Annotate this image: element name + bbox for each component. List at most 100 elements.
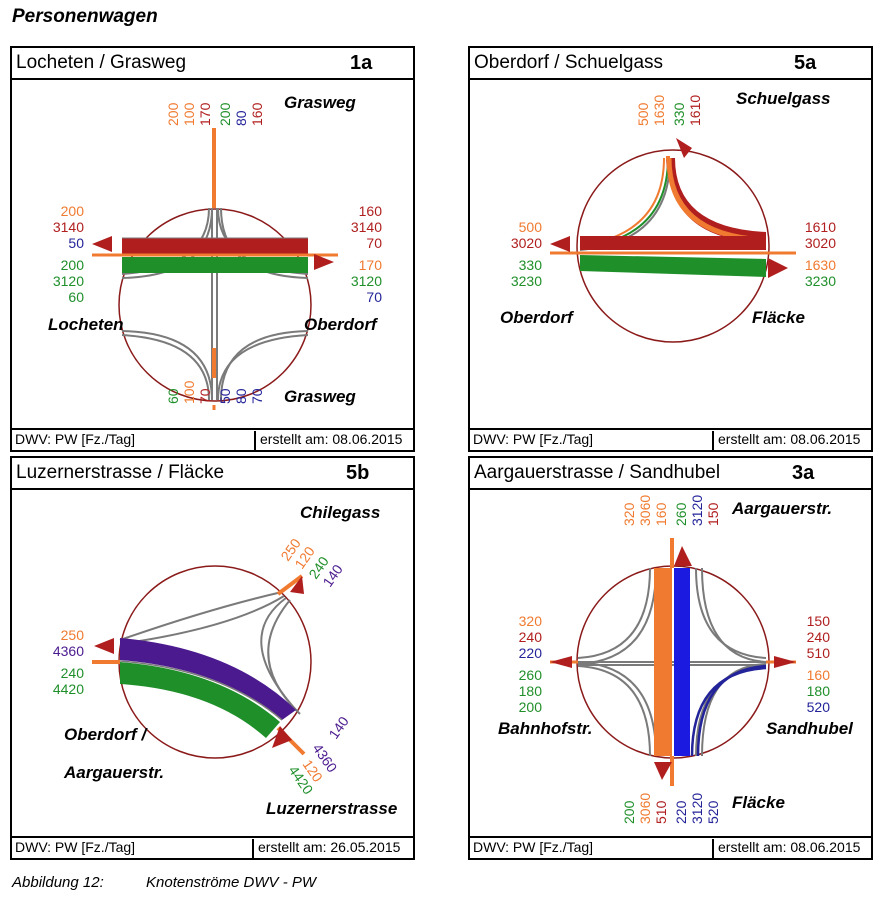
panel-id: 1a xyxy=(350,52,373,74)
arrow-east xyxy=(314,254,334,270)
value-label: 70 xyxy=(197,388,213,404)
arrow-west xyxy=(550,656,572,668)
value-label: 240 xyxy=(807,629,831,645)
junction-diagram-3a: 320 3060 160 260 3120 150 320 240 220 26… xyxy=(498,495,854,824)
left-labels: 250 4360 240 4420 xyxy=(53,627,84,697)
value-label: 100 xyxy=(181,102,197,126)
panel-footer: DWV: PW [Fz./Tag] erstellt am: 08.06.201… xyxy=(470,836,871,859)
footer-unit: DWV: PW [Fz./Tag] xyxy=(473,431,594,447)
value-label: 4420 xyxy=(53,681,84,697)
right-labels: 150 240 510 160 180 520 xyxy=(807,613,831,715)
street-label-top: Schuelgass xyxy=(736,89,831,108)
panel-title: Oberdorf / Schuelgass xyxy=(474,52,664,73)
value-label: 160 xyxy=(359,203,383,219)
street-label-left: Oberdorf xyxy=(500,308,575,327)
value-label: 3060 xyxy=(637,495,653,526)
value-label: 320 xyxy=(519,613,543,629)
value-label: 3120 xyxy=(351,273,382,289)
panel-id: 3a xyxy=(792,462,815,484)
value-label: 520 xyxy=(807,699,831,715)
footer-unit: DWV: PW [Fz./Tag] xyxy=(15,839,136,855)
value-label: 3020 xyxy=(805,235,836,251)
value-label: 70 xyxy=(366,289,382,305)
value-label: 330 xyxy=(519,257,543,273)
luzern-labels: 140 4360 120 4420 xyxy=(286,713,352,797)
value-label: 60 xyxy=(68,289,84,305)
street-label-luzernerstrasse: Luzernerstrasse xyxy=(266,799,397,818)
figure-caption-label: Abbildung 12: xyxy=(12,874,104,891)
street-label-top: Aargauerstr. xyxy=(731,499,832,518)
flow-band-westbound xyxy=(122,238,308,254)
value-label: 3060 xyxy=(637,793,653,824)
value-label: 180 xyxy=(519,683,543,699)
bottom-labels: 200 3060 510 220 3120 520 xyxy=(621,793,721,824)
panel-title: Luzernerstrasse / Fläcke xyxy=(16,462,225,483)
right-labels: 1610 3020 1630 3230 xyxy=(805,219,836,289)
panel-footer: DWV: PW [Fz./Tag] erstellt am: 26.05.201… xyxy=(12,836,413,859)
chilegass-labels: 250 120 240 140 xyxy=(277,535,346,589)
footer-date: erstellt am: 08.06.2015 xyxy=(712,431,860,451)
value-label: 140 xyxy=(325,713,352,741)
street-label-left: Locheten xyxy=(48,315,124,334)
arrow-northeast xyxy=(290,576,304,594)
flow-band-eastbound xyxy=(122,257,308,273)
flow-band-northbound xyxy=(674,568,690,756)
junction-diagram-5b: 250 120 240 140 250 4360 240 4420 140 43… xyxy=(53,503,398,818)
street-label-bottom: Fläcke xyxy=(732,793,785,812)
footer-date: erstellt am: 08.06.2015 xyxy=(712,839,860,859)
flow-band-green xyxy=(120,662,280,738)
value-label: 240 xyxy=(61,665,85,681)
value-label: 1610 xyxy=(805,219,836,235)
value-label: 200 xyxy=(61,257,85,273)
junction-circle xyxy=(576,149,770,343)
value-label: 510 xyxy=(807,645,831,661)
top-labels: 200 100 170 200 80 160 xyxy=(165,102,265,126)
value-label: 1630 xyxy=(651,95,667,126)
value-label: 3020 xyxy=(511,235,542,251)
value-label: 170 xyxy=(359,257,383,273)
value-label: 260 xyxy=(519,667,543,683)
flow-band-schuelgass-flaecke xyxy=(666,158,766,242)
figure-caption-text: Knotenströme DWV - PW xyxy=(146,874,317,891)
value-label: 180 xyxy=(807,683,831,699)
value-label: 200 xyxy=(217,102,233,126)
panel-header: Luzernerstrasse / Fläcke 5b xyxy=(12,458,413,490)
panel-id: 5b xyxy=(346,462,370,484)
turn-flows xyxy=(119,591,301,715)
footer-unit: DWV: PW [Fz./Tag] xyxy=(15,431,136,447)
left-labels: 320 240 220 260 180 200 xyxy=(519,613,543,715)
street-label-left-line2: Aargauerstr. xyxy=(63,763,164,782)
value-label: 220 xyxy=(673,800,689,824)
right-labels: 160 3140 70 170 3120 70 xyxy=(351,203,382,305)
value-label: 3140 xyxy=(351,219,382,235)
value-label: 260 xyxy=(673,502,689,526)
value-label: 170 xyxy=(197,102,213,126)
value-label: 200 xyxy=(165,102,181,126)
value-label: 150 xyxy=(807,613,831,629)
footer-unit: DWV: PW [Fz./Tag] xyxy=(473,839,594,855)
arrow-south xyxy=(654,762,672,780)
panel-luzernerstrasse-flaecke: Luzernerstrasse / Fläcke 5b 250 120 240 … xyxy=(10,456,415,860)
street-label-chilegass: Chilegass xyxy=(300,503,380,522)
value-label: 3120 xyxy=(689,793,705,824)
page-title: Personenwagen xyxy=(12,6,158,27)
value-label: 150 xyxy=(705,502,721,526)
top-labels: 320 3060 160 260 3120 150 xyxy=(621,495,721,526)
panel-title: Locheten / Grasweg xyxy=(16,52,187,73)
arrow-southeast xyxy=(272,726,292,748)
panel-title: Aargauerstrasse / Sandhubel xyxy=(474,462,721,483)
value-label: 520 xyxy=(705,800,721,824)
arrow-west xyxy=(550,236,570,252)
bottom-labels: 60 100 70 50 80 70 xyxy=(165,380,265,404)
value-label: 80 xyxy=(233,110,249,126)
arrow-east xyxy=(768,258,788,278)
value-label: 250 xyxy=(61,627,85,643)
value-label: 160 xyxy=(653,502,669,526)
panel-id: 5a xyxy=(794,52,817,74)
value-label: 160 xyxy=(807,667,831,683)
street-label-right: Sandhubel xyxy=(766,719,854,738)
footer-date: erstellt am: 26.05.2015 xyxy=(252,839,400,859)
flow-band-southbound xyxy=(654,568,672,756)
value-label: 200 xyxy=(621,800,637,824)
street-label-right: Oberdorf xyxy=(304,315,379,334)
